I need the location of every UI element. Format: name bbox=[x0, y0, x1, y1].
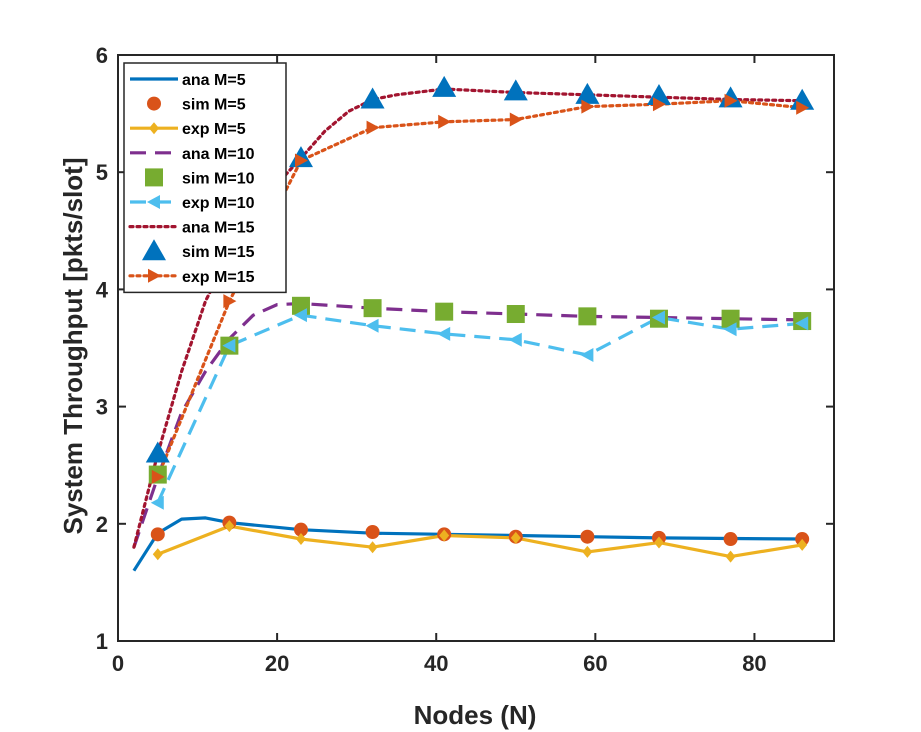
series-6-point bbox=[365, 318, 379, 333]
series-8-point bbox=[503, 79, 528, 101]
legend-entry-5-label: sim M=10 bbox=[182, 170, 255, 187]
series-3-point bbox=[152, 548, 163, 561]
legend: ana M=5 sim M=5 exp M=5 ana M=10 sim M=10 exp… bbox=[123, 62, 287, 294]
series-2-point bbox=[293, 522, 308, 537]
x-tick-label: 60 bbox=[583, 651, 607, 676]
series-9-point bbox=[151, 469, 165, 484]
y-tick-label: 2 bbox=[96, 512, 108, 537]
series-3-point bbox=[367, 541, 378, 554]
legend-entry-8-label: sim M=15 bbox=[182, 244, 255, 261]
series-3-point bbox=[725, 550, 736, 563]
legend-entry-8-marker bbox=[142, 239, 166, 261]
axes-layer: 0 20 40 60 80 1 2 3 4 5 6 bbox=[96, 43, 835, 676]
series-9-point bbox=[294, 153, 308, 168]
series-6-point bbox=[651, 310, 665, 325]
series-9-point bbox=[796, 100, 810, 115]
series-5-point bbox=[506, 305, 525, 324]
y-tick-label: 3 bbox=[96, 395, 108, 420]
series-8-point bbox=[575, 82, 600, 104]
legend-entry-6-marker bbox=[147, 195, 160, 209]
series-9-point bbox=[509, 112, 523, 127]
series-7-line bbox=[132, 87, 804, 549]
legend-entry-4-label: ana M=10 bbox=[182, 146, 255, 163]
series-5-point bbox=[578, 307, 597, 326]
series-9-point bbox=[724, 93, 738, 108]
legend-entry-5-marker bbox=[145, 168, 163, 187]
y-tick-label: 1 bbox=[96, 629, 108, 654]
series-5-point bbox=[721, 309, 740, 328]
series-6-point bbox=[150, 495, 164, 510]
y-tick-label: 5 bbox=[96, 160, 108, 185]
series-3-point bbox=[224, 520, 235, 533]
plot-frame bbox=[117, 54, 835, 642]
series-5-point bbox=[435, 302, 454, 321]
series-9-point bbox=[581, 99, 595, 114]
series-6-point bbox=[437, 326, 451, 341]
series-8-point bbox=[432, 75, 457, 97]
legend-entry-9-marker bbox=[148, 268, 161, 283]
series-9-point bbox=[366, 120, 380, 135]
legend-entry-6-label: exp M=10 bbox=[182, 195, 255, 212]
x-tick-label: 20 bbox=[265, 651, 289, 676]
series-9-point bbox=[652, 97, 666, 112]
series-3-point bbox=[439, 529, 450, 542]
legend-entry-2-marker bbox=[147, 96, 161, 111]
series-6-point bbox=[723, 322, 737, 337]
y-tick-label: 4 bbox=[96, 277, 109, 302]
legend-entry-7-label: ana M=15 bbox=[182, 220, 255, 237]
y-axis-label: System Throughput [pkts/slot] bbox=[58, 158, 88, 535]
x-axis-label: Nodes (N) bbox=[414, 700, 537, 730]
series-9-point bbox=[223, 294, 237, 309]
legend-entry-1-label: ana M=5 bbox=[182, 72, 246, 89]
x-tick-label: 0 bbox=[112, 651, 124, 676]
series-3-point bbox=[797, 538, 808, 551]
x-tick-label: 80 bbox=[742, 651, 766, 676]
y-tick-label: 6 bbox=[96, 43, 108, 68]
series-3-point bbox=[295, 533, 306, 546]
series-2-point bbox=[723, 532, 738, 547]
series-8-point bbox=[360, 87, 385, 109]
series-3-point bbox=[653, 536, 664, 549]
series-2-point bbox=[365, 525, 380, 540]
legend-entry-3-marker bbox=[149, 122, 159, 135]
series-6-line bbox=[156, 313, 803, 504]
series-6-point bbox=[580, 348, 594, 363]
series-2-point bbox=[150, 527, 165, 542]
series-9-point bbox=[438, 114, 452, 129]
series-3-line bbox=[157, 524, 803, 559]
series-6-point bbox=[222, 338, 236, 353]
x-tick-label: 40 bbox=[424, 651, 448, 676]
series-8-point bbox=[145, 441, 170, 463]
legend-entry-2-label: sim M=5 bbox=[182, 97, 246, 114]
series-3-point bbox=[510, 531, 521, 544]
series-5-point bbox=[363, 299, 382, 318]
series-6-point bbox=[795, 316, 809, 331]
series-6-point bbox=[508, 332, 522, 347]
series-3-point bbox=[582, 545, 593, 558]
series-6-point bbox=[293, 308, 307, 323]
legend-entry-9-label: exp M=15 bbox=[182, 269, 255, 286]
series-2-point bbox=[580, 529, 595, 544]
legend-entry-3-label: exp M=5 bbox=[182, 121, 246, 138]
